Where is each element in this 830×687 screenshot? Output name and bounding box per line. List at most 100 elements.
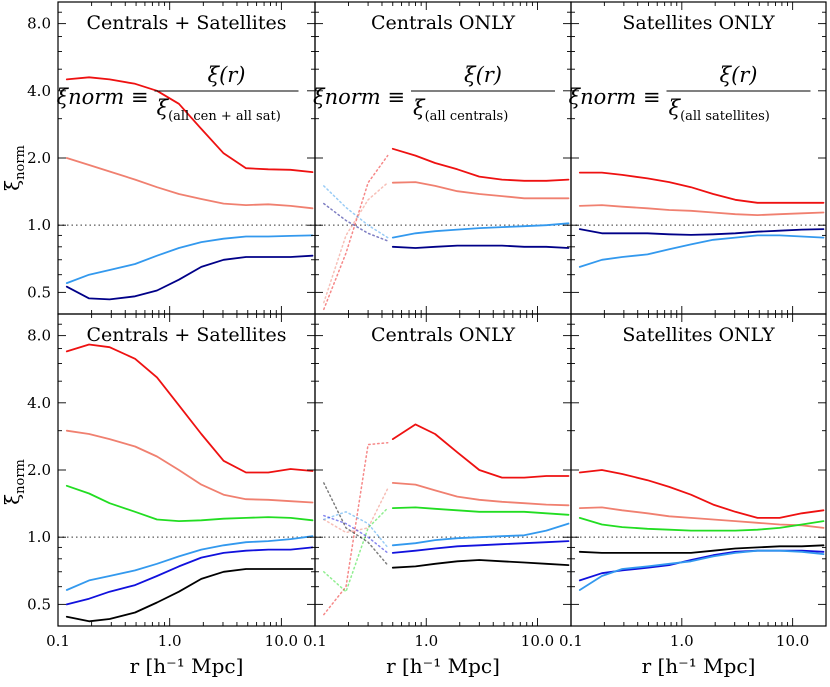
series-salmon: [391, 181, 570, 200]
series-salmon-extrapolated: [323, 487, 389, 534]
series-navy: [391, 244, 570, 249]
series-lightblue: [65, 535, 314, 591]
x-tick-label: 1.0: [158, 632, 182, 650]
series-navy: [65, 254, 314, 301]
series-salmon: [578, 506, 825, 529]
normalization-formula: ξnorm ≡ ξ(r) ξ(all centrals): [313, 63, 555, 124]
series-green: [391, 506, 570, 516]
series-green-extrapolated: [323, 507, 389, 593]
panel-frame: [314, 313, 572, 627]
series-blue: [578, 549, 825, 582]
y-tick-label: 1.0: [27, 216, 51, 234]
x-tick-label: 10.0: [265, 632, 298, 650]
series-salmon: [578, 204, 825, 217]
series-navy: [578, 228, 825, 236]
panel-5: 0.1 1.0 10.0 r [h⁻¹ Mpc] Centrals ONLY: [303, 313, 572, 678]
y-tick-label: 0.5: [27, 595, 51, 613]
y-tick-label: 1.0: [27, 528, 51, 546]
series-green: [578, 517, 825, 532]
series-red: [578, 469, 825, 519]
y-tick-label: 0.5: [27, 283, 51, 301]
y-tick-label: 8.0: [27, 15, 51, 33]
series-black-extrapolated: [323, 482, 389, 566]
series-salmon-extrapolated: [323, 181, 389, 304]
panel-1: 0.5 1.0 2.0 4.0 8.0 Centrals + Satellites ξnor…: [27, 1, 316, 315]
series-group: [323, 147, 570, 311]
panel-title: Centrals + Satellites: [87, 12, 287, 34]
panel-title: Centrals ONLY: [371, 12, 516, 34]
x-axis-label: r [h⁻¹ Mpc]: [386, 654, 500, 678]
formula-numerator: ξ(r): [464, 63, 502, 87]
panel-title: Centrals + Satellites: [87, 324, 287, 346]
x-tick-label: 1.0: [670, 632, 694, 650]
formula-numerator: ξ(r): [720, 63, 758, 87]
series-group: [65, 76, 314, 301]
formula-lhs: ξnorm ≡: [57, 85, 149, 109]
series-lightblue: [578, 549, 825, 591]
panel-title: Satellites ONLY: [622, 12, 775, 34]
panel-title: Satellites ONLY: [622, 324, 775, 346]
panel-frame: [314, 1, 572, 315]
panel-3: Satellites ONLY ξnorm ≡ ξ(r) ξ(all satellit…: [569, 1, 827, 315]
formula-denominator: ξ(all satellites): [669, 96, 770, 124]
y-tick-label: 4.0: [27, 82, 51, 100]
series-group: [323, 423, 570, 616]
series-salmon: [65, 429, 314, 504]
series-group: [65, 343, 314, 623]
panel-title: Centrals ONLY: [371, 324, 516, 346]
formula-denominator: ξ(all centrals): [413, 96, 508, 124]
x-tick-label: 0.1: [559, 632, 583, 650]
panel-4: 0.5 1.0 2.0 4.0 8.0 0.1 1.0 10.0 r [h⁻¹ Mpc] Cent…: [27, 313, 316, 678]
formula-numerator: ξ(r): [208, 63, 246, 87]
series-group: [578, 171, 825, 268]
panel-frame: [570, 1, 827, 315]
series-red: [391, 423, 570, 479]
series-black: [578, 544, 825, 554]
series-red: [65, 343, 314, 474]
series-lightblue: [65, 234, 314, 285]
series-blue: [391, 540, 570, 554]
formula-denominator: ξ(all cen + all sat): [157, 96, 281, 124]
series-lightblue: [578, 234, 825, 268]
series-group: [578, 469, 825, 591]
x-tick-label: 0.1: [46, 632, 70, 650]
formula-lhs: ξnorm ≡: [313, 85, 405, 109]
x-tick-label: 10.0: [521, 632, 554, 650]
panel-frame: [570, 313, 827, 627]
x-axis-label: r [h⁻¹ Mpc]: [642, 654, 756, 678]
x-tick-label: 1.0: [414, 632, 438, 650]
series-red-extrapolated: [323, 154, 389, 311]
series-salmon: [391, 481, 570, 507]
series-red: [65, 76, 314, 174]
y-tick-label: 8.0: [27, 327, 51, 345]
panel-6: 0.1 1.0 10.0 r [h⁻¹ Mpc] Satellites ONLY: [559, 313, 827, 678]
normalization-formula: ξnorm ≡ ξ(r) ξ(all cen + all sat): [57, 63, 299, 124]
y-tick-label: 2.0: [27, 149, 51, 167]
series-black: [65, 568, 314, 623]
series-red: [578, 171, 825, 204]
x-axis-label: r [h⁻¹ Mpc]: [130, 654, 244, 678]
series-red-extrapolated: [323, 441, 389, 616]
formula-lhs: ξnorm ≡: [569, 85, 661, 109]
series-lightblue: [391, 522, 570, 547]
series-blue-extrapolated: [323, 514, 389, 554]
series-lightblue: [391, 222, 570, 239]
series-green: [65, 484, 314, 522]
y-axis-label-bottom: ξnorm: [0, 459, 28, 505]
y-axis-label: ξnorm: [0, 145, 28, 191]
series-blue: [65, 546, 314, 606]
normalization-formula: ξnorm ≡ ξ(r) ξ(all satellites): [569, 63, 811, 124]
x-tick-label: 10.0: [776, 632, 809, 650]
x-tick-label: 0.1: [303, 632, 327, 650]
y-tick-label: 4.0: [27, 394, 51, 412]
series-navy-extrapolated: [323, 202, 389, 242]
series-lightblue-extrapolated: [323, 185, 389, 239]
series-salmon: [65, 157, 314, 210]
panel-frame: [57, 1, 316, 315]
series-lightblue-extrapolated: [323, 511, 389, 549]
series-black: [391, 559, 570, 569]
panel-2: Centrals ONLY ξnorm ≡ ξ(r) ξ(all centrals): [313, 1, 572, 315]
y-tick-label: 2.0: [27, 461, 51, 479]
